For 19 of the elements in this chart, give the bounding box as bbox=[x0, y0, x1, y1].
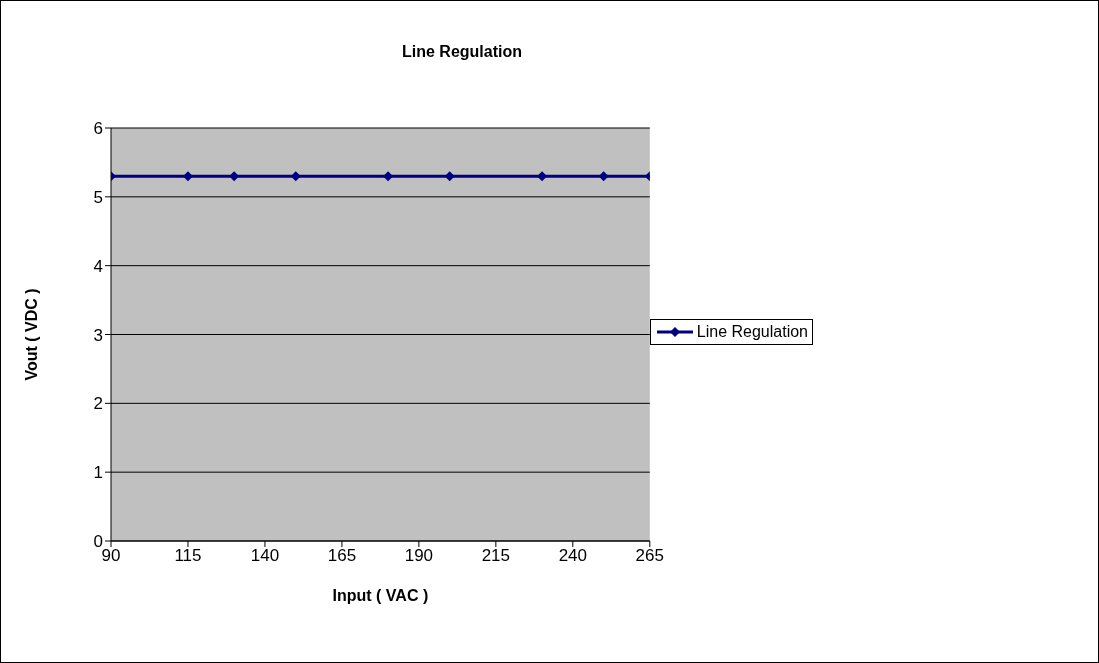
x-tick-label: 265 bbox=[635, 546, 664, 566]
chart-title: Line Regulation bbox=[401, 43, 523, 61]
y-tick-label: 2 bbox=[93, 394, 103, 414]
y-tick-label: 1 bbox=[93, 463, 103, 483]
x-axis-title: Input ( VAC ) bbox=[332, 587, 429, 604]
y-tick-label: 4 bbox=[93, 256, 103, 276]
y-axis-title: Vout ( VDC ) bbox=[22, 288, 40, 381]
x-tick-label: 240 bbox=[558, 546, 588, 566]
y-tick-label: 5 bbox=[93, 187, 103, 207]
x-tick-label: 90 bbox=[101, 546, 121, 566]
x-tick-label: 215 bbox=[481, 546, 511, 566]
x-tick-label: 165 bbox=[327, 546, 357, 566]
x-tick-label: 190 bbox=[404, 546, 434, 566]
legend-label: Line Regulation bbox=[696, 322, 808, 341]
y-tick-label: 3 bbox=[93, 325, 103, 345]
y-tick-label: 6 bbox=[93, 119, 103, 139]
x-tick-label: 115 bbox=[174, 546, 202, 566]
y-tick-label: 0 bbox=[93, 532, 103, 552]
x-tick-label: 140 bbox=[250, 546, 280, 566]
